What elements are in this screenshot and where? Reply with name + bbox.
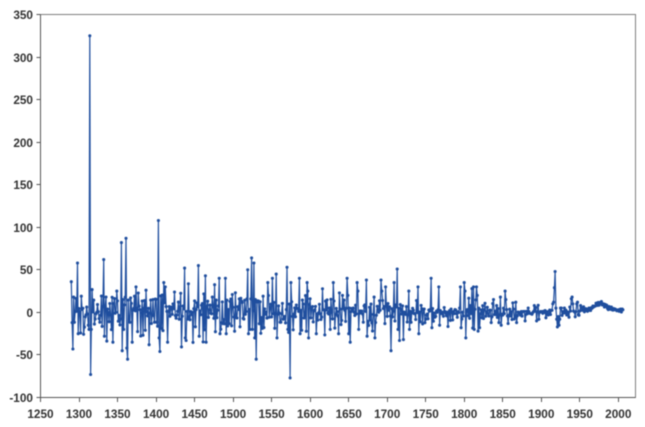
svg-text:1700: 1700 [374,407,401,421]
svg-text:1600: 1600 [297,407,324,421]
svg-text:1950: 1950 [567,407,594,421]
svg-text:1250: 1250 [27,407,54,421]
svg-text:1900: 1900 [528,407,555,421]
svg-text:1450: 1450 [181,407,208,421]
svg-text:1850: 1850 [490,407,517,421]
svg-text:100: 100 [13,221,33,235]
svg-text:1400: 1400 [143,407,170,421]
svg-text:1750: 1750 [413,407,440,421]
svg-text:1800: 1800 [451,407,478,421]
svg-text:50: 50 [20,263,34,277]
svg-text:-100: -100 [9,391,33,405]
svg-text:250: 250 [13,93,33,107]
svg-text:1650: 1650 [336,407,363,421]
svg-text:1350: 1350 [104,407,131,421]
svg-text:2000: 2000 [605,407,632,421]
svg-text:1500: 1500 [220,407,247,421]
svg-text:150: 150 [13,178,33,192]
svg-text:-50: -50 [16,348,33,362]
svg-text:0: 0 [26,306,33,320]
svg-text:200: 200 [13,136,33,150]
svg-text:300: 300 [13,51,33,65]
svg-text:350: 350 [13,8,33,22]
svg-text:1300: 1300 [66,407,93,421]
svg-text:1550: 1550 [258,407,285,421]
